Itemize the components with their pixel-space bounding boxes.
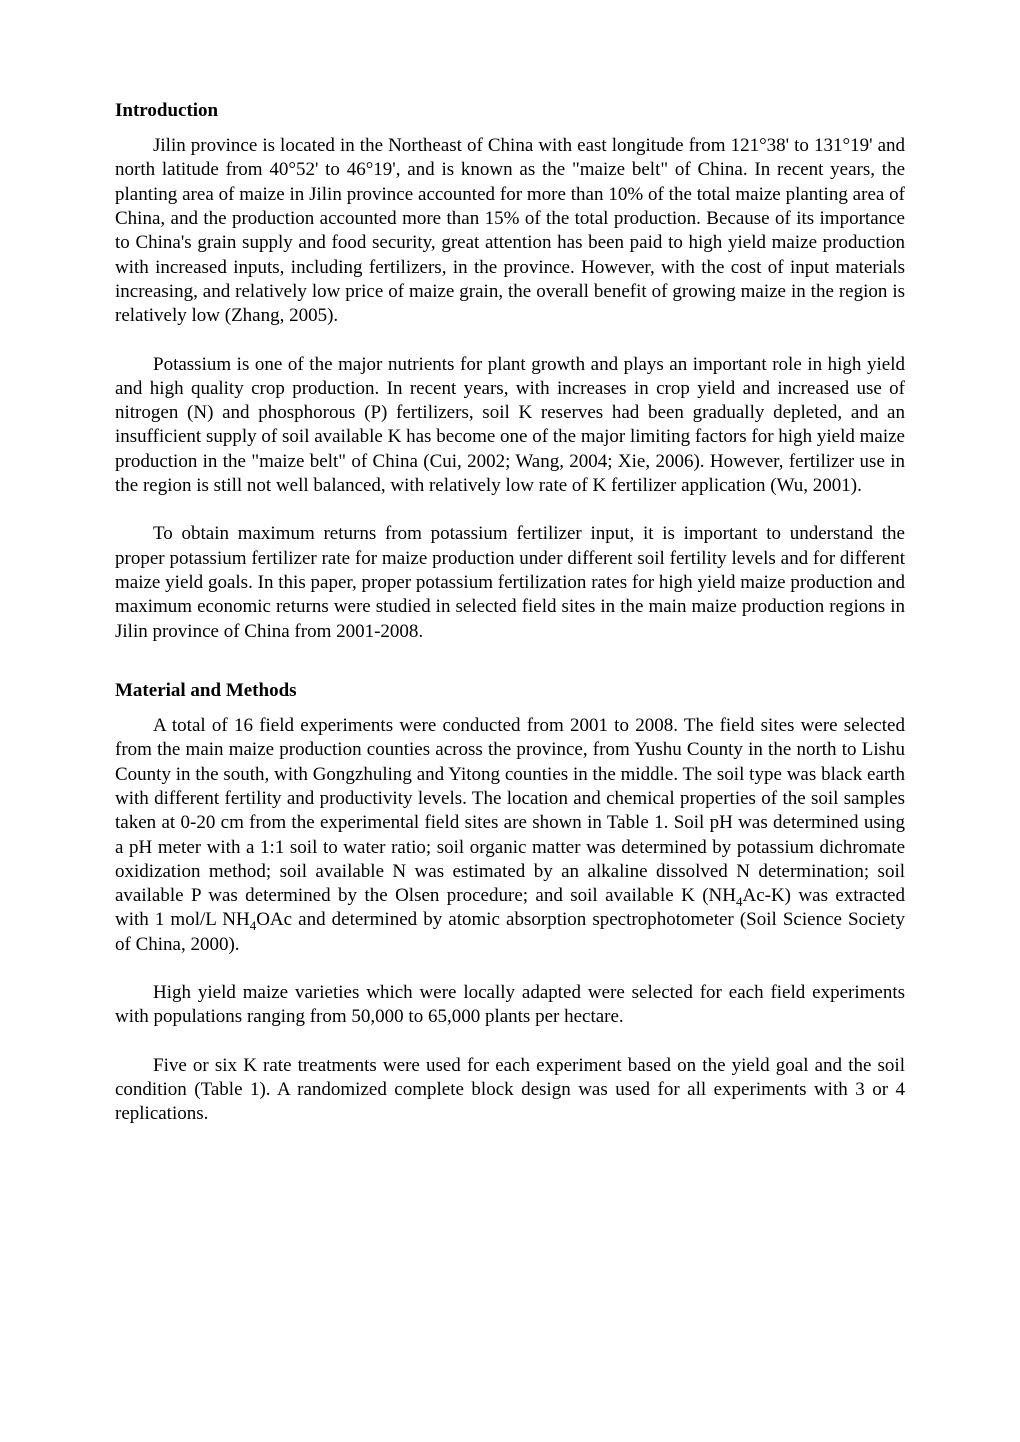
methods-paragraph-1: A total of 16 field experiments were con… (115, 714, 905, 957)
intro-paragraph-3: To obtain maximum returns from potassium… (115, 522, 905, 644)
introduction-heading: Introduction (115, 100, 905, 122)
intro-paragraph-1: Jilin province is located in the Northea… (115, 134, 905, 329)
methods-paragraph-3: Five or six K rate treatments were used … (115, 1054, 905, 1127)
intro-paragraph-2: Potassium is one of the major nutrients … (115, 353, 905, 499)
page-content: Introduction Jilin province is located i… (0, 0, 1020, 1251)
methods-p1-part-a: A total of 16 field experiments were con… (115, 715, 905, 906)
methods-paragraph-2: High yield maize varieties which were lo… (115, 981, 905, 1030)
material-methods-heading: Material and Methods (115, 680, 905, 702)
